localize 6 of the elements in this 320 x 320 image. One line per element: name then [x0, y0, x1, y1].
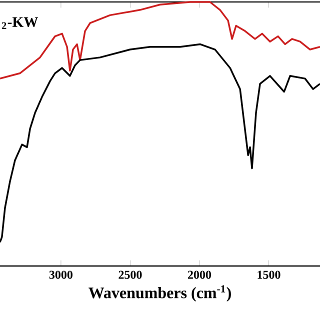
- series-label: $_{2}$-KW: [2, 17, 38, 30]
- x-tick-label: 1500: [258, 270, 280, 279]
- x-tick-label: 3000: [49, 270, 72, 279]
- x-tick-label: 2000: [188, 270, 212, 279]
- x-axis-title: Wavenumbers (cm$^{-1}$): [88, 285, 231, 302]
- x-tick-label: 2500: [118, 270, 142, 279]
